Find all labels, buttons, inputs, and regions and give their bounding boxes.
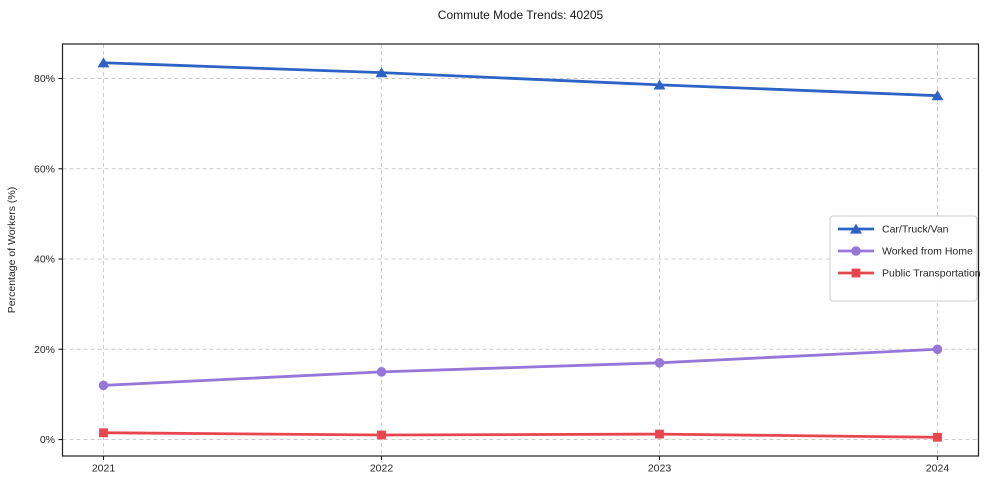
series-marker-worked-from-home bbox=[932, 344, 943, 355]
legend-label: Worked from Home bbox=[882, 246, 973, 258]
legend: Car/Truck/Van Worked from Home Public Tran… bbox=[829, 215, 981, 302]
series-marker-worked-from-home bbox=[98, 380, 109, 391]
series-marker-worked-from-home bbox=[376, 367, 387, 377]
series-line-car-truck-van bbox=[102, 61, 939, 98]
y-tick-label: 40% bbox=[34, 254, 55, 266]
plot-border bbox=[61, 43, 980, 457]
y-tick-label: 20% bbox=[34, 344, 55, 356]
y-axis-label: Percentage of Workers (%) bbox=[6, 187, 18, 313]
series-marker-car-truck-van bbox=[653, 79, 666, 90]
legend-entry-worked-from-home: Worked from Home bbox=[838, 246, 973, 258]
series-marker-car-truck-van bbox=[375, 67, 388, 78]
x-tick-label: 2022 bbox=[370, 463, 394, 475]
series-line-public-transportation bbox=[102, 431, 939, 439]
x-tick-label: 2024 bbox=[926, 463, 950, 475]
x-tick-label: 2023 bbox=[648, 463, 672, 475]
series-marker-car-truck-van bbox=[97, 57, 110, 68]
legend-marker-circle bbox=[851, 246, 861, 256]
y-tick-label: 0% bbox=[40, 434, 55, 446]
legend-marker-triangle bbox=[850, 223, 862, 234]
series-line-worked-from-home bbox=[102, 347, 939, 387]
x-tick-label: 2021 bbox=[92, 463, 116, 475]
series-marker-car-truck-van bbox=[931, 90, 944, 101]
y-tick-label: 80% bbox=[34, 73, 55, 85]
legend-label: Car/Truck/Van bbox=[882, 224, 949, 236]
series-marker-public-transportation bbox=[933, 432, 942, 442]
legend-marker-square bbox=[851, 268, 861, 278]
legend-entry-public-transportation: Public Transportation bbox=[838, 268, 981, 280]
y-tick-label: 60% bbox=[34, 163, 55, 175]
legend-entry-car-truck-van: Car/Truck/Van bbox=[838, 223, 949, 236]
series-marker-public-transportation bbox=[99, 428, 108, 438]
series-marker-public-transportation bbox=[377, 430, 386, 440]
legend-label: Public Transportation bbox=[882, 268, 981, 280]
series-marker-worked-from-home bbox=[654, 358, 665, 368]
series-marker-public-transportation bbox=[655, 429, 664, 439]
chart-title: Commute Mode Trends: 40205 bbox=[437, 8, 604, 22]
legend-box bbox=[829, 215, 978, 302]
